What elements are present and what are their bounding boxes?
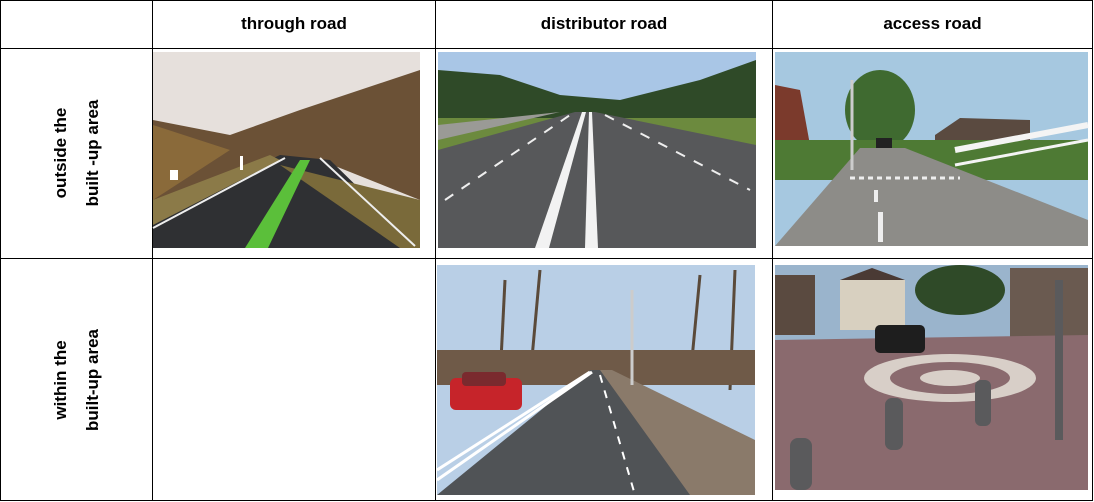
photo-shape [245,160,310,248]
photo-shape [790,438,812,490]
photo-shape [319,157,416,247]
photo-shape [876,138,892,148]
photo-shape [436,370,593,482]
photo-shape [1055,280,1063,440]
photo-shape [153,70,420,200]
photo-shape [878,212,883,242]
photo-shape [438,112,756,248]
row-label: built-up area [83,328,102,431]
photo-shape [775,85,810,150]
row-label: outside the [51,108,70,199]
photo-shape [153,125,230,200]
photo-shape [954,138,1089,167]
photo-shape [600,370,755,495]
photo-shape [585,112,598,248]
photo-shape [153,155,280,225]
photo-shape [152,157,286,229]
photo-shape [775,275,815,335]
photo-shape [885,398,903,450]
column-header: through road [241,14,347,33]
photo-shape [438,112,560,140]
photo-shape [462,372,506,386]
photo-shape [874,190,878,202]
photo-shape [436,370,591,472]
photo-shape [954,122,1089,153]
photo-shape [840,280,905,330]
row-label: built -up area [83,99,102,206]
photo-shape [915,265,1005,315]
photo-shape [1010,268,1088,338]
photo-shape: outside the built -up area [51,99,102,206]
photo-shape [840,268,905,280]
photo-access-road-urban [775,265,1088,490]
photo-shape: within the built-up area [51,328,102,431]
photo-distributor-road-urban [436,265,755,496]
photo-distributor-road [438,52,756,248]
photo-shape [975,380,991,426]
column-header: access road [883,14,982,33]
photo-shape [240,156,243,170]
row-label: within the [51,340,70,420]
photo-shape [604,114,751,191]
photo-shape [935,118,1030,140]
photo-shape [845,70,915,150]
photo-shape [599,374,636,496]
photo-shape [535,112,586,248]
photo-shape [875,325,925,353]
photo-shape [170,170,178,180]
photo-shape [438,60,756,125]
photo-access-road [775,52,1089,246]
photo-shape [920,370,980,386]
photo-shape [444,114,571,201]
photo-through-road [152,52,420,248]
photo-shape [790,280,1063,490]
photo-shape [775,148,1088,246]
photo-shape [280,165,420,248]
column-header: distributor road [540,14,668,33]
